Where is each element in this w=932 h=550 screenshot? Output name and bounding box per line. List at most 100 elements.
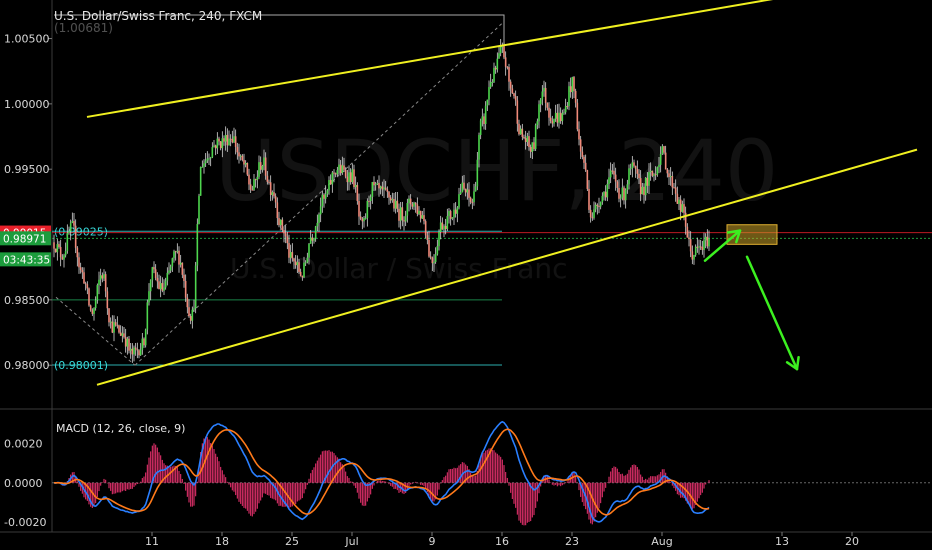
upper-channel-line (86, 0, 774, 118)
candle-body (606, 183, 609, 198)
candle-body (479, 120, 482, 135)
candle-body (241, 155, 244, 161)
candle-body (458, 194, 460, 208)
candle-body (573, 77, 575, 91)
candle-body (308, 243, 310, 258)
candle-body (544, 87, 547, 103)
candle-body (421, 215, 424, 219)
candle-body (288, 243, 290, 258)
candle-body (384, 187, 387, 190)
candle-body (211, 147, 214, 158)
price-tag-label: 0.98971 (3, 233, 46, 245)
candle-body (563, 112, 565, 114)
candle-body (618, 187, 620, 199)
candle-body (431, 257, 434, 264)
candle-body (613, 170, 615, 175)
candle-body (661, 146, 664, 154)
candle-body (451, 217, 454, 219)
candle-body (134, 347, 137, 350)
fib-level-label: (0.99025) (54, 225, 108, 238)
candle-body (333, 172, 335, 174)
candle-body (506, 66, 509, 68)
x-tick-label: 16 (495, 535, 509, 548)
candle-body (153, 267, 155, 270)
watermark: USDCHF, 240 U.S. Dollar / Swiss Franc (215, 122, 778, 285)
candle-body (158, 281, 160, 290)
candle-body (688, 237, 690, 240)
candle-body (168, 270, 170, 273)
candle-body (298, 262, 300, 272)
candle-body (54, 248, 57, 253)
candle-body (388, 191, 390, 198)
candle-body (81, 270, 84, 273)
candle-body (518, 123, 520, 135)
candle-body (476, 159, 479, 187)
candle-body (478, 134, 480, 160)
candle-body (638, 173, 640, 179)
candle-body (128, 338, 130, 351)
candle-body (234, 136, 237, 147)
candle-body (69, 222, 72, 232)
candle-body (256, 176, 259, 180)
candle-body (508, 67, 510, 82)
candle-body (523, 136, 525, 139)
candle-body (254, 179, 257, 181)
candle-body (551, 120, 554, 124)
candle-body (89, 305, 92, 311)
candle-body (693, 255, 695, 260)
candle-body (464, 188, 467, 193)
candle-body (178, 250, 180, 265)
candle-body (258, 162, 260, 177)
candle-body (574, 90, 577, 103)
candle-body (289, 252, 292, 258)
candle-body (108, 308, 110, 323)
candle-body (599, 202, 602, 207)
candle-body (593, 209, 595, 218)
candle-body (623, 187, 625, 201)
candle-body (608, 177, 610, 184)
candle-body (83, 272, 85, 284)
candle-body (474, 186, 477, 192)
macd-y-tick-label: 0.0000 (4, 477, 43, 490)
candle-body (429, 256, 432, 258)
candle-body (169, 266, 172, 271)
candle-body (161, 283, 164, 291)
x-tick-label: 11 (145, 535, 159, 548)
candle-body (141, 338, 144, 350)
candle-body (528, 136, 530, 148)
candle-body (159, 283, 162, 290)
candle-body (98, 279, 100, 286)
candle-body (449, 210, 452, 219)
forecast-arrow-shaft (745, 255, 799, 371)
candle-body (273, 192, 275, 197)
candle-body (268, 181, 270, 183)
candle-body (564, 106, 567, 113)
candle-body (354, 184, 357, 188)
candle-body (589, 209, 592, 218)
candle-body (88, 288, 90, 306)
candle-body (669, 176, 672, 178)
candle-body (521, 128, 524, 137)
candle-body (314, 226, 317, 239)
candle-body (154, 269, 157, 279)
candle-body (199, 167, 202, 196)
candle-body (383, 187, 385, 190)
candle-body (439, 222, 442, 232)
candle-body (379, 186, 382, 189)
candle-body (611, 170, 614, 172)
candle-body (194, 265, 197, 309)
x-tick-label: 18 (215, 535, 229, 548)
candle-body (583, 156, 585, 163)
candle-body (701, 247, 704, 251)
candle-body (438, 231, 440, 247)
candle-body (231, 139, 234, 143)
candle-body (91, 310, 94, 314)
candle-body (576, 102, 579, 130)
candle-body (349, 172, 352, 183)
candle-body (326, 190, 329, 194)
candle-body (676, 193, 679, 204)
candle-body (649, 170, 652, 173)
candle-body (186, 297, 189, 308)
candle-body (214, 145, 217, 149)
